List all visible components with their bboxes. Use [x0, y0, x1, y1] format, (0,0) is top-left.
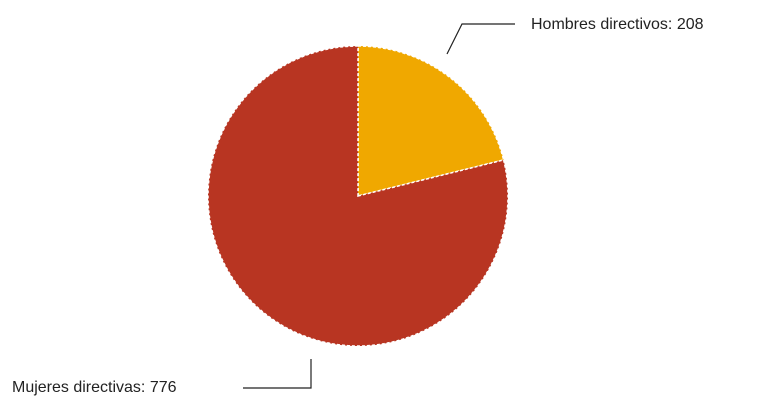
mujeres-slice — [207, 45, 509, 347]
mujeres-leader-line — [243, 359, 312, 389]
mujeres-slice-label: Mujeres directivas: 776 — [12, 379, 177, 396]
hombres-slice — [357, 45, 505, 197]
hombres-leader-line — [446, 23, 515, 55]
hombres-slice-label: Hombres directivos: 208 — [531, 16, 704, 33]
pie-slices — [207, 45, 509, 347]
